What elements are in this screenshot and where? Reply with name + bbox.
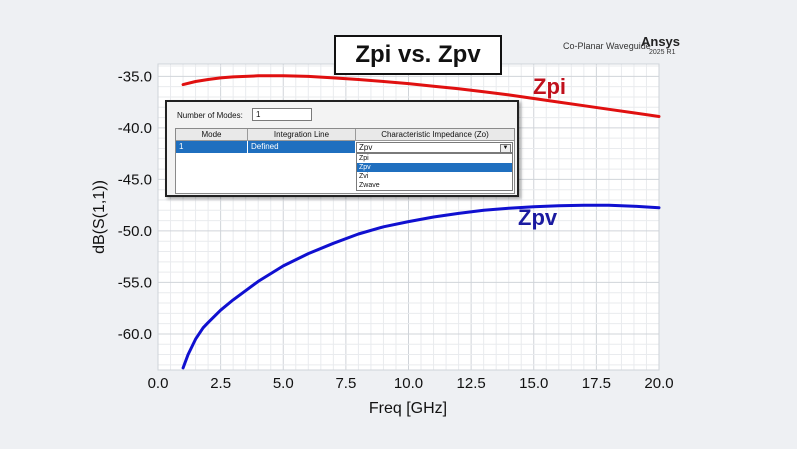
mode-settings-dialog: Number of Modes: 1 Mode Integration Line… [165,100,519,197]
chart-title: Zpi vs. Zpv [334,35,502,75]
y-tick-label: -45.0 [118,171,152,188]
impedance-dropdown: Zpi Zpv Zvi Zwave [356,153,513,191]
x-tick-label: 5.0 [273,375,294,392]
brand-logo: Ansys [641,34,681,49]
y-tick-label: -60.0 [118,326,152,343]
y-tick-label: -35.0 [118,68,152,85]
series-line-zpv [181,203,661,370]
impedance-option-zpi[interactable]: Zpi [359,155,369,162]
x-tick-label: 2.5 [210,375,231,392]
series-label-zpv: Zpv [518,205,558,230]
impedance-option-zpv[interactable]: Zpv [357,163,512,172]
y-axis-title: dB(S(1,1)) [91,180,108,254]
impedance-option-zwave[interactable]: Zwave [359,182,380,189]
chevron-down-icon[interactable]: ▼ [500,144,511,153]
impedance-select-value: Zpv [359,143,373,152]
y-tick-label: -55.0 [118,274,152,291]
x-tick-label: 17.5 [582,375,611,392]
x-tick-label: 10.0 [394,375,423,392]
x-tick-label: 15.0 [519,375,548,392]
impedance-select[interactable]: Zpv ▼ [356,142,513,153]
y-tick-label: -40.0 [118,120,152,137]
number-of-modes-input[interactable]: 1 [252,108,312,121]
table-row-integration-line-cell[interactable]: Defined [248,141,356,153]
x-tick-label: 20.0 [644,375,673,392]
series-label-zpi: Zpi [533,74,566,99]
series-line-zpi [181,74,661,118]
brand-version: 2025 R1 [649,49,676,56]
x-tick-label: 0.0 [148,375,169,392]
series-lines [181,74,661,370]
table-row-mode-cell[interactable]: 1 [176,141,248,153]
modes-table: Mode Integration Line Characteristic Imp… [175,128,515,194]
column-header-impedance[interactable]: Characteristic Impedance (Zo) [356,129,514,141]
column-header-integration-line[interactable]: Integration Line [248,129,356,141]
number-of-modes-label: Number of Modes: [177,111,243,120]
x-tick-label: 7.5 [335,375,356,392]
y-tick-label: -50.0 [118,223,152,240]
axis-ticks: 0.0 2.5 5.0 7.5 10.0 12.5 15.0 17.5 20.0 -35.0 -40… [118,68,674,392]
x-tick-label: 12.5 [457,375,486,392]
chart-subtitle: Co-Planar Waveguide [563,41,651,51]
impedance-option-zvi[interactable]: Zvi [359,173,369,180]
column-header-mode[interactable]: Mode [176,129,248,141]
x-axis-title: Freq [GHz] [369,400,447,417]
